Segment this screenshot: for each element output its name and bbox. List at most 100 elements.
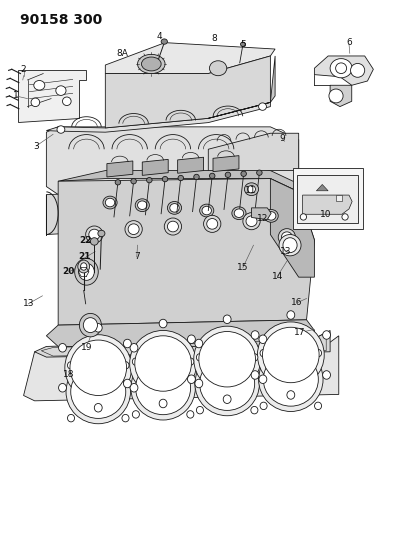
Ellipse shape — [279, 235, 301, 256]
Ellipse shape — [232, 207, 246, 220]
Ellipse shape — [65, 335, 132, 401]
Ellipse shape — [94, 324, 102, 332]
Ellipse shape — [281, 232, 292, 243]
Ellipse shape — [167, 201, 182, 214]
Ellipse shape — [79, 263, 94, 280]
Ellipse shape — [130, 330, 196, 397]
Ellipse shape — [187, 410, 194, 418]
Ellipse shape — [130, 343, 138, 352]
Polygon shape — [105, 56, 270, 128]
Bar — [297, 175, 358, 223]
Text: 3: 3 — [33, 142, 39, 150]
Ellipse shape — [260, 402, 267, 409]
Ellipse shape — [31, 98, 40, 107]
Ellipse shape — [78, 260, 90, 273]
Text: 20: 20 — [62, 268, 75, 276]
Ellipse shape — [241, 42, 245, 46]
Ellipse shape — [83, 318, 97, 333]
Ellipse shape — [314, 402, 321, 409]
Ellipse shape — [223, 395, 231, 403]
Ellipse shape — [59, 384, 66, 392]
Ellipse shape — [75, 259, 98, 285]
Ellipse shape — [62, 97, 71, 106]
Ellipse shape — [70, 340, 127, 395]
Ellipse shape — [34, 80, 45, 90]
Ellipse shape — [131, 179, 136, 184]
Polygon shape — [252, 208, 271, 220]
Text: 8A: 8A — [116, 49, 128, 58]
Ellipse shape — [81, 263, 87, 270]
Ellipse shape — [138, 201, 147, 209]
Ellipse shape — [136, 361, 191, 415]
Text: 10: 10 — [320, 210, 332, 219]
Polygon shape — [107, 161, 133, 177]
Ellipse shape — [314, 350, 321, 357]
Ellipse shape — [138, 54, 165, 74]
Ellipse shape — [135, 199, 149, 212]
Ellipse shape — [90, 238, 98, 245]
Text: 9: 9 — [279, 134, 285, 143]
Ellipse shape — [132, 410, 140, 418]
Polygon shape — [208, 56, 275, 118]
Ellipse shape — [260, 350, 267, 357]
Ellipse shape — [131, 356, 195, 420]
Polygon shape — [46, 127, 299, 195]
Ellipse shape — [204, 215, 221, 232]
Ellipse shape — [209, 61, 227, 76]
Ellipse shape — [147, 177, 152, 183]
Ellipse shape — [251, 371, 259, 379]
Ellipse shape — [105, 198, 115, 207]
Ellipse shape — [202, 206, 211, 215]
Polygon shape — [46, 189, 252, 235]
Ellipse shape — [159, 399, 167, 408]
Ellipse shape — [200, 357, 255, 410]
Polygon shape — [213, 156, 239, 172]
Ellipse shape — [123, 379, 131, 388]
Ellipse shape — [225, 172, 231, 177]
Ellipse shape — [251, 354, 258, 361]
Ellipse shape — [323, 371, 331, 379]
Ellipse shape — [115, 180, 121, 185]
Text: 4: 4 — [156, 32, 162, 41]
Text: 16: 16 — [291, 298, 303, 307]
Ellipse shape — [251, 406, 258, 414]
Ellipse shape — [330, 59, 352, 78]
Polygon shape — [330, 85, 352, 107]
Ellipse shape — [132, 358, 140, 366]
Text: 13: 13 — [280, 247, 292, 256]
Polygon shape — [24, 336, 339, 401]
Text: 12: 12 — [257, 214, 268, 223]
Ellipse shape — [259, 348, 323, 411]
Ellipse shape — [342, 214, 348, 220]
Polygon shape — [316, 184, 328, 191]
Ellipse shape — [300, 214, 307, 220]
Ellipse shape — [234, 209, 244, 217]
Text: 8: 8 — [211, 34, 217, 43]
Polygon shape — [178, 157, 204, 173]
Ellipse shape — [246, 216, 257, 227]
Ellipse shape — [178, 175, 184, 181]
Text: 1: 1 — [13, 92, 18, 100]
Text: 18: 18 — [63, 370, 75, 378]
Ellipse shape — [287, 311, 295, 319]
Ellipse shape — [263, 327, 319, 383]
Ellipse shape — [79, 313, 101, 337]
Ellipse shape — [56, 86, 66, 95]
Ellipse shape — [259, 375, 267, 384]
Ellipse shape — [130, 384, 138, 392]
Ellipse shape — [194, 326, 261, 392]
Text: 19: 19 — [81, 343, 92, 352]
Ellipse shape — [59, 343, 66, 352]
Ellipse shape — [243, 213, 260, 230]
Ellipse shape — [68, 414, 75, 422]
Text: 22: 22 — [79, 237, 92, 245]
Ellipse shape — [207, 219, 218, 229]
Bar — [293, 168, 363, 229]
Ellipse shape — [194, 174, 199, 180]
Ellipse shape — [187, 335, 195, 344]
Text: 21: 21 — [78, 253, 91, 261]
Ellipse shape — [336, 63, 347, 74]
Ellipse shape — [241, 171, 246, 176]
Ellipse shape — [263, 353, 318, 406]
Ellipse shape — [266, 212, 276, 220]
